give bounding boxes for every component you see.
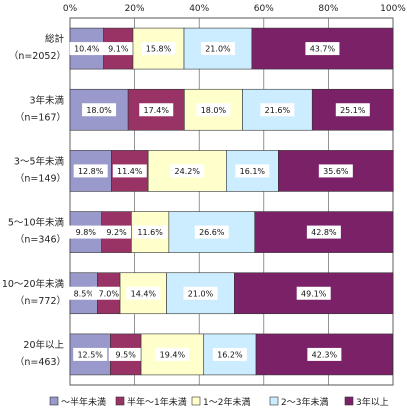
data-label-3-2: 11.6% xyxy=(137,228,163,237)
category-n-label-1: （n=167） xyxy=(15,111,66,123)
data-label-box-0-2 xyxy=(141,42,176,56)
data-label-5-0: 12.5% xyxy=(77,350,103,359)
x-tick-label-4: 80% xyxy=(318,4,338,14)
data-label-box-5-4 xyxy=(307,347,342,361)
data-label-4-2: 14.4% xyxy=(131,289,157,298)
data-label-box-3-1 xyxy=(99,225,134,239)
data-label-box-4-4 xyxy=(296,286,331,300)
legend-swatch-1 xyxy=(115,396,125,406)
data-label-box-1-0 xyxy=(82,103,117,117)
data-label-0-4: 43.7% xyxy=(310,45,336,54)
data-label-box-0-0 xyxy=(69,42,104,56)
data-label-4-3: 21.0% xyxy=(188,289,214,298)
category-label-1: 3年未満 xyxy=(29,94,64,106)
data-label-2-3: 16.1% xyxy=(240,167,266,176)
category-n-label-5: （n=463） xyxy=(15,356,66,368)
data-label-1-0: 18.0% xyxy=(86,106,112,115)
data-label-2-1: 11.4% xyxy=(117,167,143,176)
category-n-label-3: （n=346） xyxy=(15,234,66,246)
data-label-0-3: 21.0% xyxy=(205,45,231,54)
data-label-3-1: 9.2% xyxy=(106,228,127,237)
category-label-5: 20年以上 xyxy=(23,339,64,351)
plot-frame xyxy=(69,17,394,386)
legend-swatch-4 xyxy=(344,396,354,406)
data-label-box-3-4 xyxy=(306,225,341,239)
category-label-3: 5～10年未満 xyxy=(8,217,65,229)
x-tick-label-3: 60% xyxy=(254,4,274,14)
category-label-0: 総計 xyxy=(45,33,65,45)
category-n-label-4: （n=772） xyxy=(15,295,66,307)
legend-swatch-0 xyxy=(49,396,59,406)
data-label-box-4-3 xyxy=(183,286,218,300)
data-label-box-0-3 xyxy=(200,42,235,56)
data-label-box-3-0 xyxy=(68,225,103,239)
data-label-box-5-3 xyxy=(212,347,247,361)
data-label-box-0-1 xyxy=(101,42,136,56)
category-n-label-0: （n=2052） xyxy=(9,50,66,62)
data-label-3-4: 42.8% xyxy=(311,228,337,237)
data-label-5-3: 16.2% xyxy=(217,350,243,359)
data-label-1-1: 17.4% xyxy=(144,106,170,115)
category-n-label-2: （n=149） xyxy=(15,172,66,184)
data-label-4-0: 8.5% xyxy=(74,289,95,298)
data-label-0-2: 15.8% xyxy=(146,45,172,54)
data-label-box-3-2 xyxy=(133,225,168,239)
x-tick-label-0: 0% xyxy=(63,4,78,14)
data-label-1-4: 25.1% xyxy=(340,106,366,115)
legend-label-0: ～半年未満 xyxy=(61,396,106,408)
data-label-1-2: 18.0% xyxy=(201,106,227,115)
data-label-box-5-0 xyxy=(73,347,108,361)
x-tick-label-5: 100% xyxy=(380,4,406,14)
data-label-box-1-3 xyxy=(260,103,295,117)
data-label-box-1-4 xyxy=(335,103,370,117)
legend-label-1: 半年～1年未満 xyxy=(127,396,187,408)
data-label-box-2-4 xyxy=(318,164,353,178)
data-label-0-1: 9.1% xyxy=(108,45,129,54)
x-tick-label-2: 40% xyxy=(189,4,209,14)
category-label-2: 3～5年未満 xyxy=(14,155,65,167)
data-label-4-1: 7.0% xyxy=(99,289,120,298)
data-label-box-2-0 xyxy=(73,164,108,178)
legend-swatch-3 xyxy=(269,396,279,406)
data-label-2-0: 12.8% xyxy=(78,167,104,176)
data-label-box-2-2 xyxy=(170,164,205,178)
data-label-4-4: 49.1% xyxy=(301,289,327,298)
data-label-box-2-3 xyxy=(235,164,270,178)
x-tick-label-1: 20% xyxy=(125,4,145,14)
legend-label-2: 1～2年未満 xyxy=(203,396,250,408)
data-label-box-3-3 xyxy=(194,225,229,239)
data-label-0-0: 10.4% xyxy=(74,45,100,54)
data-label-box-0-4 xyxy=(305,42,340,56)
data-label-box-5-1 xyxy=(108,347,143,361)
legend-label-4: 3年以上 xyxy=(356,396,389,408)
data-label-box-4-1 xyxy=(91,286,126,300)
data-label-box-2-1 xyxy=(112,164,147,178)
data-label-box-4-2 xyxy=(126,286,161,300)
data-label-5-4: 42.3% xyxy=(312,350,338,359)
data-label-2-2: 24.2% xyxy=(175,167,201,176)
category-label-4: 10～20年未満 xyxy=(2,278,65,290)
data-label-1-3: 21.6% xyxy=(265,106,291,115)
data-label-3-3: 26.6% xyxy=(199,228,225,237)
data-label-5-2: 19.4% xyxy=(160,350,186,359)
legend-swatch-2 xyxy=(191,396,201,406)
data-label-box-5-2 xyxy=(155,347,190,361)
data-label-3-0: 9.8% xyxy=(76,228,97,237)
legend-label-3: 2～3年未満 xyxy=(281,396,328,408)
data-label-box-1-1 xyxy=(139,103,174,117)
data-label-2-4: 35.6% xyxy=(323,167,349,176)
data-label-5-1: 9.5% xyxy=(116,350,137,359)
data-label-box-1-2 xyxy=(196,103,231,117)
